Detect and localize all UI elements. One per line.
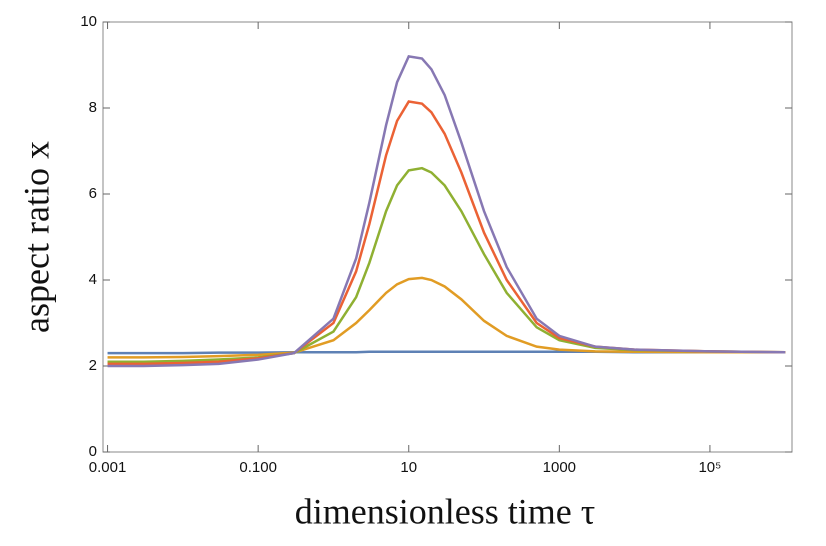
series-line: [107, 276, 786, 359]
y-tick-label: 10: [80, 13, 97, 30]
y-tick-label: 0: [89, 443, 97, 460]
plot-frame: [102, 21, 793, 453]
series-line: [107, 55, 786, 368]
x-tick-label: 0.001: [89, 459, 127, 476]
y-tick-label: 2: [89, 357, 97, 374]
series-line: [107, 350, 786, 355]
x-axis-label: dimensionless time τ: [295, 491, 595, 531]
y-tick-label: 6: [89, 185, 97, 202]
series-line: [107, 100, 786, 366]
x-tick-label: 1000: [543, 459, 576, 476]
x-tick-label: 0.100: [239, 459, 277, 476]
series-line: [107, 166, 786, 363]
x-tick-label: 10⁵: [698, 459, 721, 476]
y-tick-label: 4: [89, 271, 97, 288]
x-tick-label: 10: [400, 459, 417, 476]
y-tick-label: 8: [89, 99, 97, 116]
y-axis-label: aspect ratio x: [16, 141, 56, 333]
